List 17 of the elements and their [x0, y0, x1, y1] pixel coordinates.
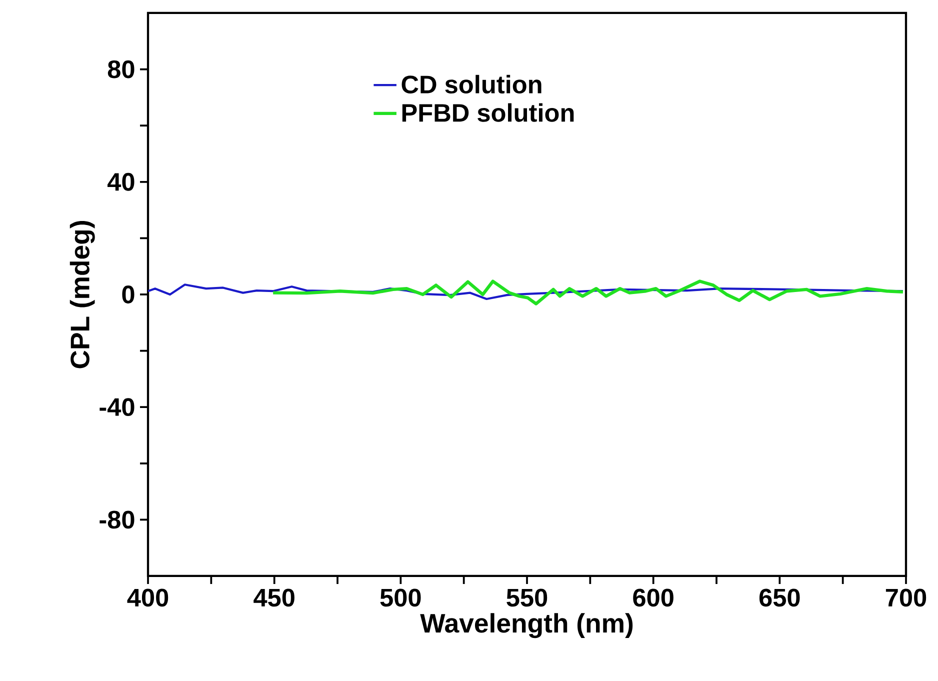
y-tick-label: -40 — [100, 398, 134, 416]
y-axis-title: CPL (mdeg) — [70, 221, 95, 368]
y-tick-label: -80 — [100, 510, 134, 529]
x-axis-title: Wavelength (nm) — [420, 613, 633, 638]
x-tick-label: 700 — [886, 588, 926, 607]
y-tick-label: 80 — [108, 60, 134, 78]
legend-label: CD solution — [402, 74, 542, 94]
y-tick-label: 0 — [122, 286, 134, 304]
x-tick-label: 600 — [633, 588, 674, 607]
y-tick-label: 40 — [107, 172, 134, 191]
x-tick-label: 450 — [254, 588, 294, 607]
x-tick-label: 500 — [380, 588, 421, 607]
x-tick-label: 650 — [759, 588, 800, 607]
line-series — [271, 280, 905, 306]
x-tick-label: 550 — [506, 588, 548, 607]
x-tick-label: 400 — [127, 588, 168, 607]
legend-label: PFBD solution — [402, 103, 574, 122]
